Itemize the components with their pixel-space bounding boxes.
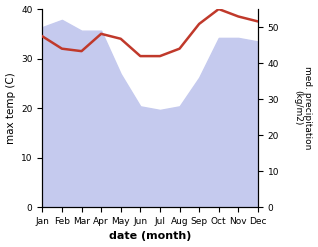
X-axis label: date (month): date (month) [109,231,191,242]
Y-axis label: med. precipitation
(kg/m2): med. precipitation (kg/m2) [293,66,313,150]
Y-axis label: max temp (C): max temp (C) [5,72,16,144]
